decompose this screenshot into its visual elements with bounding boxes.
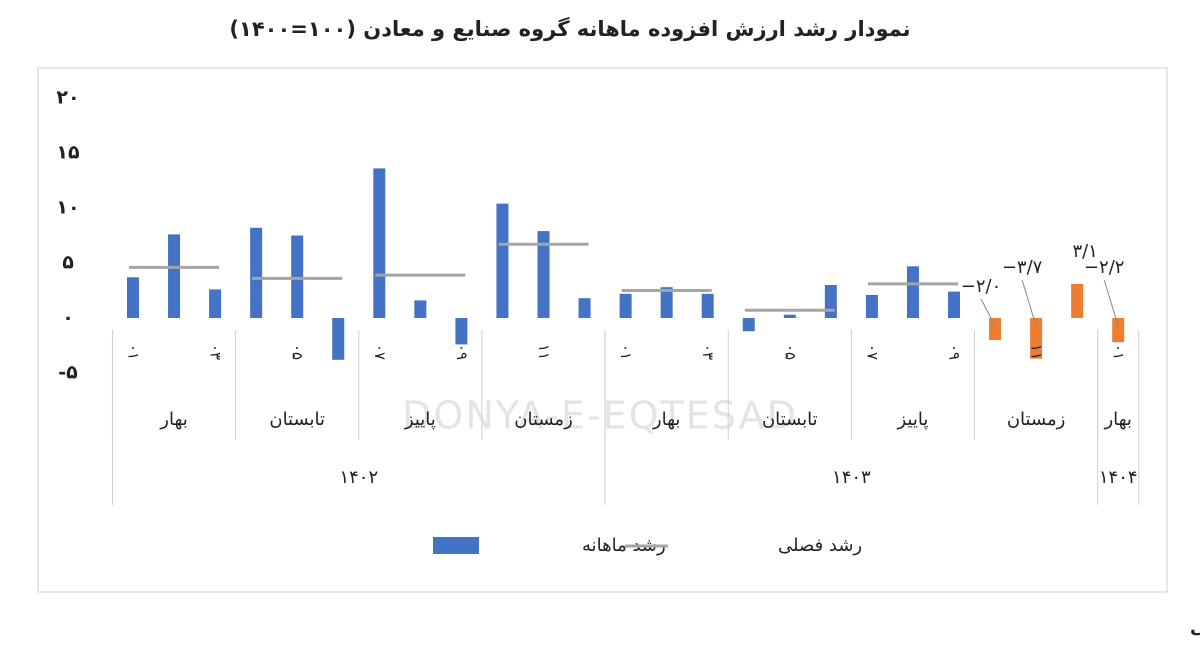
- bar: [332, 318, 345, 360]
- season-label: پاییز: [404, 409, 436, 430]
- year-label: ۱۴۰۳: [832, 467, 871, 488]
- y-tick-label: ۱۰: [56, 197, 79, 219]
- y-tick-label: ۰: [62, 307, 74, 329]
- data-label: −۳/۷: [1002, 257, 1043, 278]
- bar: [742, 318, 755, 332]
- legend-label: رشد فصلی: [778, 535, 862, 556]
- season-label: بهار: [1103, 409, 1131, 430]
- x-tick-label: ۰۷: [863, 344, 881, 360]
- x-tick-label: ۱۱: [1028, 344, 1046, 360]
- season-label: زمستان: [514, 409, 573, 430]
- bar: [865, 294, 878, 318]
- season-label: زمستان: [1007, 409, 1066, 430]
- source: منبع:مرکز پژوهش‌های مجلس شورای اسلامی: [1190, 617, 1200, 638]
- bar: [537, 231, 550, 318]
- season-label: تابستان: [269, 409, 325, 430]
- bar: [783, 314, 796, 318]
- y-tick-label: ۲۰: [56, 87, 79, 109]
- season-label: بهار: [652, 409, 680, 430]
- leader-line: [1021, 279, 1037, 327]
- bar: [373, 168, 386, 318]
- x-tick-label: ۰۳: [699, 344, 717, 360]
- chart-title: نمودار رشد ارزش افزوده ماهانه گروه صنایع…: [229, 16, 910, 41]
- bar: [948, 291, 960, 318]
- legend-label: رشد ماهانه: [582, 535, 666, 556]
- bar: [701, 293, 714, 318]
- bar: [250, 227, 263, 318]
- season-label: پاییز: [897, 409, 929, 430]
- x-tick-label: ۰۳: [207, 344, 225, 360]
- leader-line: [1103, 279, 1119, 327]
- bar: [414, 300, 427, 318]
- leader-line: [980, 298, 996, 327]
- bar: [578, 298, 591, 318]
- x-tick-label: ۰۱: [125, 344, 143, 360]
- y-tick-label: ۱۵: [56, 142, 80, 164]
- bar: [1071, 283, 1084, 318]
- data-label: ۳/۱: [1072, 241, 1097, 262]
- x-tick-label: ۰۹: [453, 344, 471, 360]
- data-label: −۲/۲: [1084, 257, 1124, 278]
- plot-frame: [37, 67, 1168, 593]
- data-label: −۲/۰: [961, 276, 1001, 297]
- bar: [824, 285, 837, 318]
- x-tick-label: ۰۷: [371, 344, 389, 360]
- bar: [1030, 318, 1043, 359]
- bar: [660, 287, 673, 318]
- x-tick-label: ۱۱: [535, 344, 553, 360]
- x-tick-label: ۰۱: [617, 344, 635, 360]
- bar: [209, 289, 222, 318]
- watermark: DONYA-E-EQTESAD: [402, 394, 798, 438]
- year-label: ۱۴۰۲: [339, 467, 378, 488]
- bar: [168, 234, 181, 318]
- bar: [619, 293, 632, 318]
- bar: [1112, 318, 1125, 343]
- legend-swatch: [433, 537, 479, 554]
- season-label: بهار: [159, 409, 187, 430]
- y-tick-label: ۵: [62, 252, 74, 274]
- x-tick-label: ۰۱: [1110, 344, 1128, 360]
- x-tick-label: ۰۵: [781, 344, 799, 360]
- bar: [455, 318, 468, 345]
- year-label: ۱۴۰۴: [1099, 467, 1138, 488]
- bar: [127, 277, 139, 318]
- x-tick-label: ۰۹: [946, 344, 964, 360]
- bar: [496, 203, 509, 318]
- bar: [291, 235, 304, 318]
- bar: [906, 266, 919, 318]
- season-label: تابستان: [762, 409, 818, 430]
- x-tick-label: ۰۵: [289, 344, 307, 360]
- bar: [989, 318, 1002, 340]
- y-tick-label: -۵: [58, 362, 78, 384]
